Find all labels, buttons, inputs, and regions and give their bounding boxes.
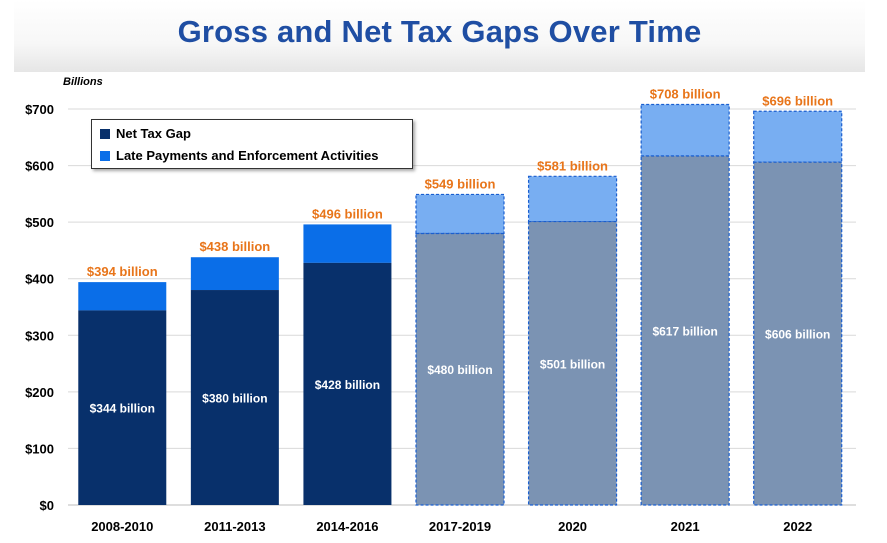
bar-total-label: $581 billion [537,158,608,173]
legend-swatch-net [100,128,110,139]
bar-late-payments [78,282,167,311]
bar-late-payments [527,175,618,223]
title-band: Gross and Net Tax Gaps Over Time [14,0,865,72]
legend: Net Tax Gap Late Payments and Enforcemen… [91,119,413,169]
y-tick-label: $600 [25,159,54,174]
y-tick-label: $400 [25,272,54,287]
x-tick-label: 2008-2010 [91,519,153,534]
bar-late-payments [753,110,843,163]
bar-value-label: $480 billion [427,363,492,377]
bar-total-label: $708 billion [650,86,721,101]
bar-late-payments [640,103,730,157]
bar-total-label: $394 billion [87,264,158,279]
bar-total-label: $438 billion [199,239,270,254]
y-tick-label: $700 [25,102,54,117]
legend-swatch-late [100,150,110,161]
bar-net-tax-gap [753,161,843,506]
x-tick-label: 2017-2019 [429,519,491,534]
y-tick-label: $500 [25,215,54,230]
bar-total-label: $549 billion [425,176,496,191]
bar-total-label: $696 billion [762,93,833,108]
legend-label-late: Late Payments and Enforcement Activities [116,148,379,163]
bar-late-payments [190,257,279,291]
x-tick-label: 2022 [783,519,812,534]
bar-net-tax-gap [527,220,618,506]
x-tick-label: 2011-2013 [204,519,265,534]
bar-value-label: $606 billion [765,328,830,342]
x-tick-label: 2020 [558,519,587,534]
bar-late-payments [303,224,392,263]
bar-value-label: $617 billion [652,324,717,338]
y-units-label: Billions [63,76,103,88]
legend-label-net: Net Tax Gap [116,126,191,141]
chart-title: Gross and Net Tax Gaps Over Time [177,14,702,49]
y-tick-label: $100 [25,441,54,456]
bar-net-tax-gap [78,310,167,505]
bar-net-tax-gap [415,232,505,506]
bar-net-tax-gap [190,290,279,505]
bar-value-label: $428 billion [315,378,380,392]
legend-item-net: Net Tax Gap [100,126,191,141]
bar-value-label: $380 billion [202,392,267,406]
bar-net-tax-gap [303,262,392,505]
y-tick-label: $300 [25,328,54,343]
bar-value-label: $501 billion [540,357,605,371]
bar-late-payments [415,193,505,235]
x-tick-label: 2014-2016 [316,519,378,534]
bar-value-label: $344 billion [90,402,155,416]
bar-total-label: $496 billion [312,206,383,221]
y-tick-label: $200 [25,385,54,400]
y-tick-label: $0 [40,498,54,513]
x-tick-label: 2021 [671,519,700,534]
bar-net-tax-gap [640,155,730,506]
legend-item-late: Late Payments and Enforcement Activities [100,148,379,163]
